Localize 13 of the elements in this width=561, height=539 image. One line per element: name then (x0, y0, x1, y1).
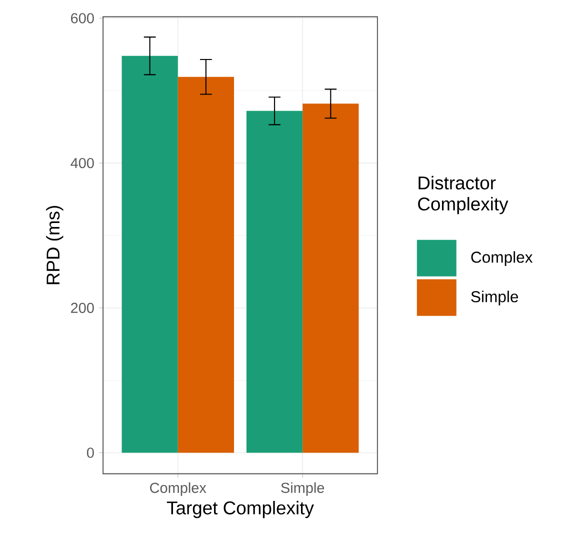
y-tick-label: 200 (71, 302, 94, 314)
legend-label: Complex (471, 251, 533, 266)
y-axis-title: RPD (ms) (46, 206, 64, 284)
bar (178, 76, 234, 453)
bar (246, 110, 303, 453)
legend-label: Simple (471, 290, 518, 306)
bar (122, 56, 178, 453)
x-axis-title: Target Complexity (166, 500, 314, 518)
legend-title: Distractor Complexity (418, 176, 508, 214)
y-tick-label: 0 (86, 448, 94, 458)
bar (302, 104, 359, 453)
y-tick-label: 600 (71, 13, 94, 24)
y-tick-label: 400 (70, 158, 94, 168)
